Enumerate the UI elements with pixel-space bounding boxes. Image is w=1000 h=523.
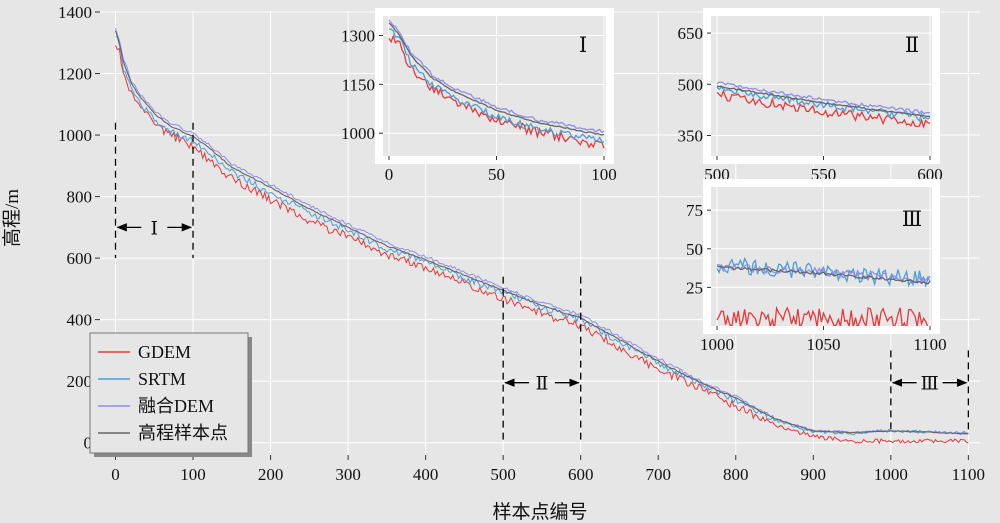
series-line-GDEM bbox=[115, 45, 969, 445]
main-axes: 0 100 200 300 400 500 600 700 800 900 1000 11000200… bbox=[58, 3, 985, 484]
y-tick-label: 600 bbox=[67, 249, 93, 268]
inset-y-tick-label: 25 bbox=[686, 278, 703, 297]
y-tick-label: 1000 bbox=[58, 126, 92, 145]
x-tick-label: 1100 bbox=[952, 465, 985, 484]
inset-plot-area bbox=[711, 16, 932, 156]
inset-x-tick-label: 0 bbox=[385, 165, 394, 184]
inset-label: Ⅲ bbox=[902, 207, 922, 231]
x-tick-label: 600 bbox=[568, 465, 594, 484]
x-axis-label: 样本点编号 bbox=[492, 501, 587, 523]
inset-series-line-融合DEM bbox=[716, 81, 931, 115]
y-tick-label: 200 bbox=[67, 372, 93, 391]
inset-1: 0 50 100 1000 1150 1300 Ⅰ bbox=[341, 8, 617, 184]
x-tick-label: 200 bbox=[258, 465, 284, 484]
x-tick-label: 0 bbox=[111, 465, 120, 484]
inset-y-tick-label: 1300 bbox=[341, 27, 375, 46]
inset-plot-area bbox=[383, 16, 606, 156]
legend-entry: 融合DEM bbox=[138, 396, 214, 416]
x-tick-label: 300 bbox=[335, 465, 361, 484]
legend-entry: SRTM bbox=[138, 369, 186, 389]
inset-series bbox=[716, 81, 931, 129]
y-tick-label: 800 bbox=[67, 188, 93, 207]
series-line-融合DEM bbox=[115, 27, 969, 435]
y-tick-label: 1200 bbox=[58, 65, 92, 84]
inset-series-line-高程样本点 bbox=[716, 85, 931, 118]
range-label: Ⅱ bbox=[535, 374, 548, 395]
y-tick-label: 0 bbox=[84, 434, 93, 453]
inset-plot-area bbox=[711, 187, 932, 326]
inset-x-tick-label: 50 bbox=[488, 165, 505, 184]
inset-y-tick-label: 50 bbox=[686, 240, 703, 259]
series-line-高程样本点 bbox=[114, 30, 969, 435]
inset-y-tick-label: 500 bbox=[678, 75, 704, 94]
inset-series-line-SRTM bbox=[716, 86, 931, 123]
inset-x-tick-label: 100 bbox=[591, 165, 617, 184]
y-tick-label: 1400 bbox=[58, 3, 92, 22]
range-markers: Ⅰ Ⅱ Ⅲ bbox=[114, 122, 970, 443]
x-tick-label: 100 bbox=[180, 465, 206, 484]
legend-entry: GDEM bbox=[138, 342, 191, 362]
range-label: Ⅰ bbox=[151, 218, 159, 239]
inset-series bbox=[716, 256, 931, 326]
inset-series-line-SRTM bbox=[716, 256, 931, 288]
inset-y-tick-label: 1000 bbox=[341, 124, 375, 143]
x-tick-label: 1000 bbox=[874, 465, 908, 484]
inset-y-tick-label: 1150 bbox=[342, 75, 375, 94]
inset-x-tick-label: 1000 bbox=[700, 335, 734, 354]
inset-label: Ⅰ bbox=[579, 33, 587, 57]
inset-series-line-融合DEM bbox=[716, 263, 931, 284]
inset-x-tick-label: 1050 bbox=[807, 335, 841, 354]
range-label: Ⅲ bbox=[920, 374, 938, 395]
inset-y-tick-label: 350 bbox=[678, 127, 704, 146]
inset-x-tick-label: 1100 bbox=[913, 335, 946, 354]
x-tick-label: 900 bbox=[801, 465, 827, 484]
x-tick-label: 700 bbox=[645, 465, 671, 484]
legend: GDEM SRTM 融合DEM 高程样本点 bbox=[89, 332, 252, 457]
inset-series-line-SRTM bbox=[389, 28, 604, 143]
x-tick-label: 500 bbox=[490, 465, 516, 484]
inset-label: Ⅱ bbox=[905, 33, 919, 57]
inset-series bbox=[388, 19, 605, 149]
inset-series-line-融合DEM bbox=[388, 19, 605, 134]
x-tick-label: 800 bbox=[723, 465, 749, 484]
main-series bbox=[114, 27, 969, 445]
inset-series-line-GDEM bbox=[716, 89, 931, 129]
inset-y-tick-label: 650 bbox=[678, 24, 704, 43]
inset-series-line-GDEM bbox=[716, 305, 929, 326]
inset-series-line-高程样本点 bbox=[716, 265, 931, 285]
x-tick-label: 400 bbox=[413, 465, 439, 484]
y-tick-label: 400 bbox=[67, 311, 93, 330]
inset-y-tick-label: 75 bbox=[686, 201, 703, 220]
inset-series-line-高程样本点 bbox=[388, 22, 605, 136]
inset-3: 1000 1050 1100 25 50 75 Ⅲ bbox=[686, 179, 947, 354]
legend-entry: 高程样本点 bbox=[138, 423, 228, 443]
y-axis-label: 高程/m bbox=[1, 189, 23, 247]
